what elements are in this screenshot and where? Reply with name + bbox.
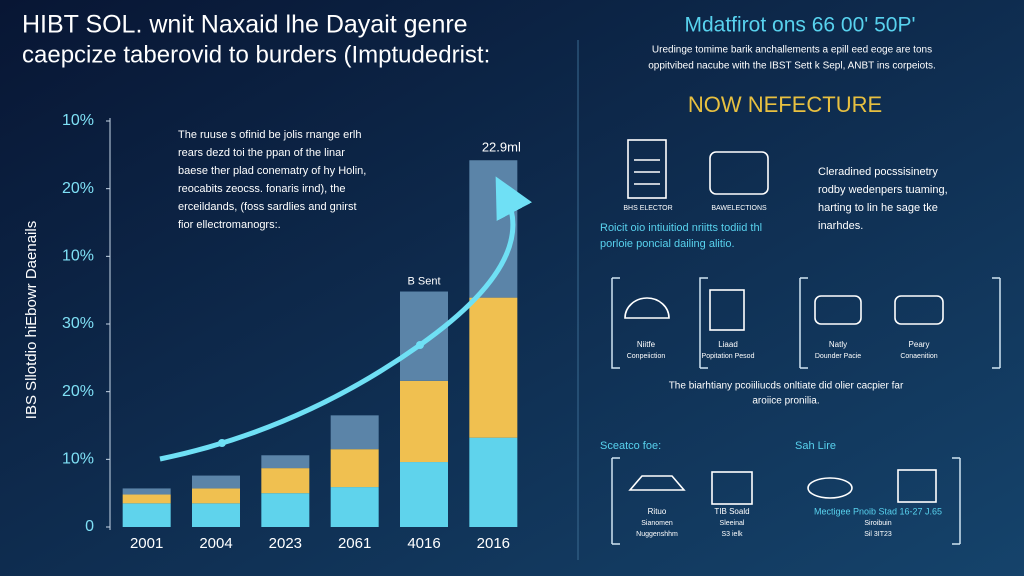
icon-caption: Dounder Pacie (815, 353, 861, 360)
y-tick-label: 10% (62, 248, 94, 265)
bar-segment (400, 380, 448, 463)
x-tick-label: 2023 (269, 535, 302, 552)
annotation: baese ther plad conematry of hy Holin, (178, 165, 366, 177)
icon-caption: Popitation Pesod (702, 353, 755, 360)
trend-point (416, 341, 424, 349)
bar-segment (400, 291, 448, 381)
icon-caption: BAWELECTIONS (711, 205, 767, 212)
icon-caption: Natly (829, 340, 847, 349)
icon (628, 475, 686, 491)
y-axis-label: IBS Sllotdio hiEbowr Daenails (23, 221, 40, 419)
bracket (611, 457, 961, 545)
icon (894, 295, 944, 325)
x-tick-label: 2004 (199, 535, 232, 552)
bar-segment (330, 415, 379, 450)
y-tick-label: 20% (62, 180, 94, 197)
panel-subtitle: oppitvibed nacube with the IBST Sett k S… (648, 61, 936, 72)
panel-subtitle: Uredinge tomime barik anchallements a ep… (652, 45, 932, 56)
row-label: Sceatco foe: (600, 440, 661, 452)
x-tick-label: 2016 (477, 535, 510, 552)
side-text: harting to lin he sage tke (818, 202, 938, 214)
icon-caption: Niitfe (637, 340, 656, 349)
y-tick-label: 20% (62, 383, 94, 400)
bar-segment (469, 297, 518, 438)
icon (814, 295, 862, 325)
point-label: B Sent (407, 275, 440, 287)
side-text: inarhdes. (818, 220, 863, 232)
icon (624, 297, 670, 319)
bar-segment (400, 462, 448, 527)
icon (627, 139, 667, 199)
bar-segment (330, 449, 379, 488)
bar-segment (261, 468, 310, 494)
bar-segment (192, 475, 240, 489)
annotation: rears dezd toi the ppan of the linar (178, 147, 345, 159)
icon-caption: Sleeinal (720, 520, 745, 527)
bracket (611, 277, 708, 369)
icon-caption: Peary (909, 340, 930, 349)
y-tick-label: 10% (62, 112, 94, 129)
annotation: fior ellectromanogrs:. (178, 219, 281, 231)
side-text: Cleradined pocssisinetry (818, 166, 938, 178)
annotation: reocabits zeocss. fonaris irnd), the (178, 183, 346, 195)
side-text: rodby wedenpers tuaming, (818, 184, 948, 196)
icon (897, 469, 937, 503)
bar-segment (330, 487, 379, 527)
note: aroiice pronilia. (752, 396, 819, 407)
icon-caption: Nuggenshhm (636, 531, 678, 538)
panel: Mdatfirot ons 66 00' 50P' Uredinge tomim… (600, 14, 1001, 545)
chart: HIBT SOL. wnit Naxaid lhe Dayait genre c… (22, 11, 533, 552)
bar-segment (261, 493, 310, 527)
icon-caption: Rituo (648, 507, 667, 516)
chart-title: HIBT SOL. wnit Naxaid lhe Dayait genre (22, 11, 468, 39)
annotation: The ruuse s ofinid be jolis rnange erlh (178, 129, 361, 141)
icon-caption: Liaad (718, 340, 738, 349)
chart-title: caepcize taberovid to burders (Imptudedr… (22, 41, 490, 68)
icon-caption: BHS ELECTOR (623, 205, 672, 212)
row-label: Sah Lire (795, 440, 836, 452)
x-tick-label: 4016 (407, 535, 440, 552)
y-tick-label: 0 (85, 518, 94, 535)
bar-segment (122, 503, 171, 527)
bar-segment (122, 488, 171, 495)
icon (709, 151, 769, 195)
note: The biarhtiany pcoiiliucds onltiate did … (669, 381, 904, 392)
point-label: 22.9ml (482, 140, 521, 155)
icon (711, 471, 753, 505)
trend-point (218, 439, 226, 447)
icon-caption: S3 ielk (721, 531, 743, 538)
icon (807, 477, 853, 499)
bar-segment (469, 437, 518, 527)
icon-caption: Siroibuin (864, 520, 891, 527)
icon (634, 159, 660, 185)
y-tick-label: 10% (62, 451, 94, 468)
icon-caption: Conpeiiction (627, 353, 666, 360)
bar-segment (122, 494, 171, 504)
bracket (799, 277, 1001, 369)
x-tick-label: 2001 (130, 535, 163, 552)
icon-caption: Sianomen (641, 520, 673, 527)
icon-caption: Conaenition (900, 353, 937, 360)
bar-segment (192, 488, 240, 504)
icon-caption: Mectigee Pnoib Stad 16-27 J.65 (814, 506, 942, 516)
y-tick-label: 30% (62, 315, 94, 332)
bar-segment (192, 503, 240, 527)
icon-caption: Sil 3IT23 (864, 531, 892, 538)
panel-title: Mdatfirot ons 66 00' 50P' (685, 14, 916, 37)
panel-heading: NOW NEFECTURE (688, 92, 882, 117)
icon (709, 289, 745, 331)
x-tick-label: 2061 (338, 535, 371, 552)
annotation: erceildands, (foss sardlies and gnirst (178, 201, 357, 213)
bar-segment (261, 455, 310, 469)
icon-caption: TIB Soald (714, 507, 749, 516)
note: Roicit oio intiuitiod nriitts todiid thl (600, 222, 762, 234)
note: porloie poncial dailing alitio. (600, 238, 735, 250)
